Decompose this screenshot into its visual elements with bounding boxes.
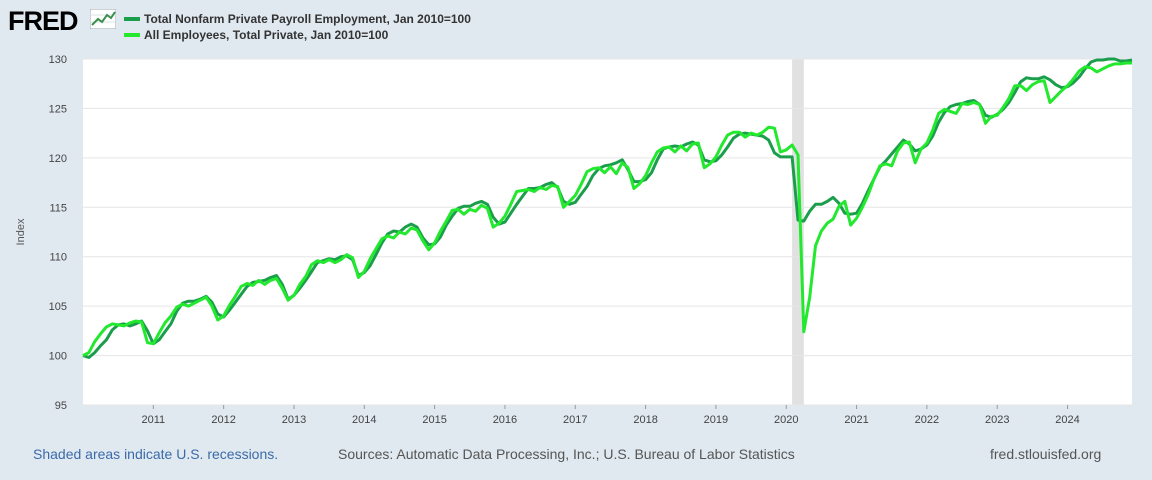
series-line-all-employees — [82, 61, 1132, 357]
x-tick-label: 2011 — [141, 414, 165, 426]
legend-item-payroll[interactable]: Total Nonfarm Private Payroll Employment… — [124, 11, 471, 27]
legend-label-payroll: Total Nonfarm Private Payroll Employment… — [144, 12, 471, 26]
series-lines — [82, 57, 1133, 359]
legend-swatch-payroll — [124, 16, 140, 21]
x-tick-label: 2016 — [493, 414, 517, 426]
y-axis: 95 100 105 110 115 120 125 130 — [49, 54, 67, 412]
recession-shading — [792, 59, 804, 405]
x-tick-label: 2017 — [563, 414, 587, 426]
legend-swatch-all-employees — [124, 32, 140, 37]
x-tick-label: 2024 — [1055, 414, 1079, 426]
recessions-note-link[interactable]: Shaded areas indicate U.S. recessions. — [33, 446, 279, 462]
x-tick-label: 2023 — [985, 414, 1009, 426]
x-tick-label: 2019 — [704, 414, 728, 426]
legend-item-all-employees[interactable]: All Employees, Total Private, Jan 2010=1… — [124, 27, 388, 43]
y-tick-label: 105 — [49, 301, 67, 313]
site-link[interactable]: fred.stlouisfed.org — [990, 446, 1102, 462]
y-tick-label: 125 — [49, 103, 67, 115]
sources-note: Sources: Automatic Data Processing, Inc.… — [338, 446, 795, 462]
x-tick-label: 2022 — [915, 414, 939, 426]
plot-area — [83, 59, 1132, 405]
x-tick-label: 2018 — [633, 414, 657, 426]
y-tick-label: 110 — [49, 252, 67, 264]
y-axis-label: Index — [15, 218, 27, 245]
recession-bar — [792, 59, 804, 405]
x-tick-label: 2014 — [352, 414, 376, 426]
y-tick-label: 95 — [55, 400, 67, 412]
x-tick-label: 2012 — [211, 414, 235, 426]
y-tick-label: 115 — [49, 202, 67, 214]
legend-label-all-employees: All Employees, Total Private, Jan 2010=1… — [144, 28, 389, 42]
chart-header: FRED Total Nonfarm Private Payroll Emplo… — [0, 0, 1152, 50]
x-tick-label: 2013 — [282, 414, 306, 426]
y-tick-label: 130 — [49, 54, 67, 66]
gridlines — [83, 58, 1132, 406]
x-tick-label: 2021 — [844, 414, 868, 426]
x-tick-label: 2020 — [774, 414, 798, 426]
fred-chart-icon — [90, 9, 116, 29]
x-axis: 2011 2012 2013 2014 2015 2016 2017 2018 2019 2020… — [141, 405, 1080, 426]
fred-logo[interactable]: FRED — [8, 6, 78, 36]
y-tick-label: 100 — [49, 351, 67, 363]
chart-canvas: 95 100 105 110 115 120 125 130 2011 2012 2013 2014… — [15, 54, 1133, 426]
x-tick-label: 2015 — [422, 414, 446, 426]
y-tick-label: 120 — [49, 153, 67, 165]
